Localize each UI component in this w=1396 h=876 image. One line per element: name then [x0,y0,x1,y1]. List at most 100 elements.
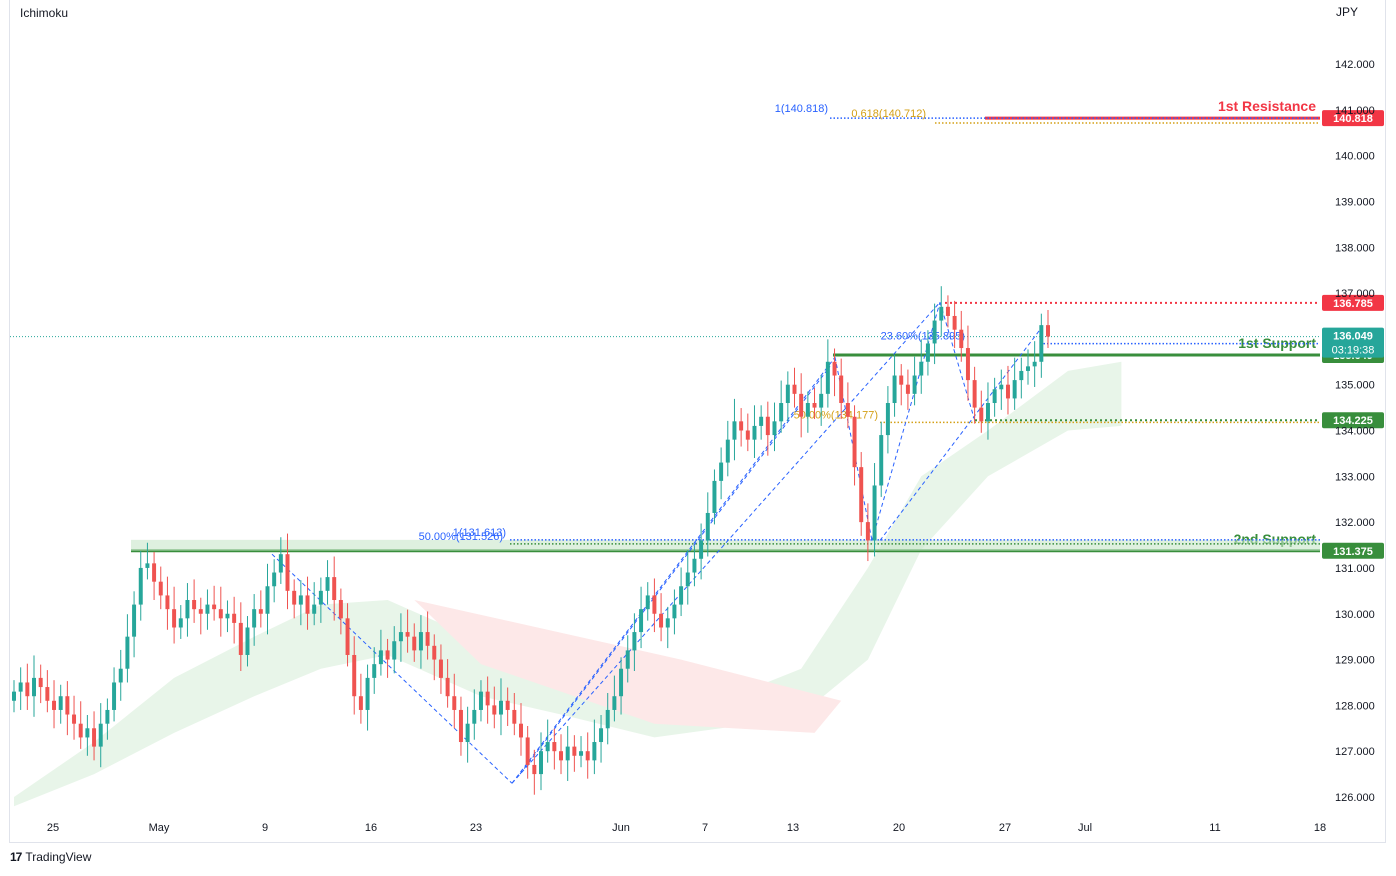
candle-body[interactable] [685,572,690,587]
candle-body[interactable] [152,563,157,582]
candle-body[interactable] [665,618,670,628]
candle-body[interactable] [258,609,263,614]
candle-body[interactable] [1012,380,1017,399]
candle-body[interactable] [158,581,163,596]
candle-body[interactable] [492,705,497,715]
candle-body[interactable] [999,384,1004,390]
candle-body[interactable] [579,751,584,756]
candle-body[interactable] [839,375,844,404]
candle-body[interactable] [12,691,16,701]
candle-body[interactable] [205,604,210,614]
candle-body[interactable] [445,677,450,697]
candle-body[interactable] [245,627,250,655]
candle-body[interactable] [912,375,917,394]
candle-body[interactable] [72,714,77,724]
candle-body[interactable] [345,618,350,655]
candle-body[interactable] [252,609,257,628]
candle-body[interactable] [625,650,630,669]
candle-body[interactable] [545,742,550,752]
candle-body[interactable] [298,595,303,605]
candle-body[interactable] [812,403,817,408]
candle-body[interactable] [18,682,23,692]
candle-body[interactable] [218,609,223,619]
candle-body[interactable] [485,691,490,706]
candle-body[interactable] [312,604,317,614]
candle-body[interactable] [292,590,297,605]
candle-body[interactable] [45,687,50,701]
candle-body[interactable] [952,315,957,330]
candle-body[interactable] [679,586,684,605]
candle-body[interactable] [632,632,637,651]
candle-body[interactable] [425,632,430,646]
candle-body[interactable] [792,384,797,394]
candle-body[interactable] [879,435,884,486]
candle-body[interactable] [919,361,924,376]
candle-body[interactable] [732,421,737,440]
candle-body[interactable] [138,567,143,605]
candle-body[interactable] [265,586,270,614]
candle-body[interactable] [965,348,970,381]
candle-body[interactable] [125,636,130,669]
candle-body[interactable] [859,467,864,523]
candle-body[interactable] [465,723,470,743]
candle-body[interactable] [1046,325,1050,337]
candle-body[interactable] [178,618,183,628]
candle-body[interactable] [472,709,477,724]
candle-body[interactable] [552,742,557,752]
candle-body[interactable] [232,613,237,623]
candle-body[interactable] [765,416,770,436]
candle-body[interactable] [278,554,283,573]
candle-body[interactable] [505,700,510,710]
candle-body[interactable] [645,595,650,610]
candle-body[interactable] [659,613,664,628]
candle-body[interactable] [338,600,343,619]
candle-body[interactable] [959,329,964,349]
candle-body[interactable] [525,737,530,765]
candle-body[interactable] [532,764,537,775]
candle-body[interactable] [225,613,230,619]
candle-body[interactable] [38,677,43,688]
candle-body[interactable] [905,384,910,394]
candle-body[interactable] [985,403,990,422]
candle-body[interactable] [1032,361,1037,367]
candle-body[interactable] [925,343,930,362]
candle-body[interactable] [939,306,944,321]
candle-body[interactable] [739,421,744,431]
candle-body[interactable] [478,691,483,710]
candle-body[interactable] [198,609,203,614]
candle-body[interactable] [705,512,710,541]
candle-body[interactable] [65,696,70,715]
candle-body[interactable] [619,668,624,697]
candle-body[interactable] [565,746,570,761]
candle-body[interactable] [592,742,597,761]
candle-body[interactable] [899,375,904,385]
candle-body[interactable] [852,416,857,468]
candle-body[interactable] [759,416,764,426]
candle-body[interactable] [539,751,543,775]
candle-body[interactable] [639,609,644,633]
candle-body[interactable] [145,563,150,568]
candle-body[interactable] [572,746,577,756]
candle-body[interactable] [25,682,30,697]
candle-body[interactable] [1019,370,1024,381]
candle-body[interactable] [719,462,724,481]
candle-body[interactable] [418,632,423,651]
candle-body[interactable] [458,709,463,743]
candle-body[interactable] [932,320,937,344]
candle-body[interactable] [392,641,397,660]
candle-body[interactable] [372,664,377,678]
candle-body[interactable] [92,728,97,747]
candle-body[interactable] [979,407,984,422]
candle-body[interactable] [785,384,790,404]
candle-body[interactable] [318,590,323,605]
candle-body[interactable] [972,380,977,408]
candle-body[interactable] [325,577,330,591]
candle-body[interactable] [512,709,517,724]
candle-body[interactable] [272,572,277,587]
candle-body[interactable] [365,677,370,710]
candle-body[interactable] [612,696,617,710]
candle-body[interactable] [32,677,37,697]
candle-body[interactable] [132,604,137,637]
candle-body[interactable] [398,632,403,642]
